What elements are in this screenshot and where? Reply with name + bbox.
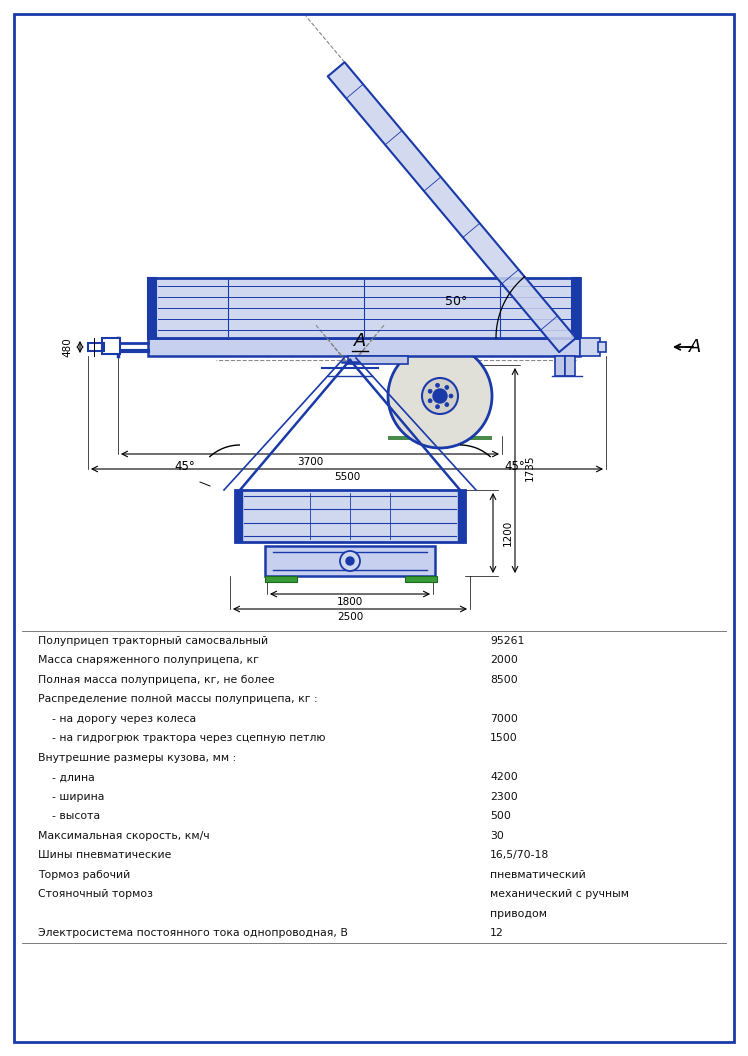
Text: приводом: приводом xyxy=(490,909,547,919)
Bar xyxy=(405,576,437,582)
Text: Шины пневматические: Шины пневматические xyxy=(38,850,171,861)
Bar xyxy=(565,356,575,376)
Text: 45°: 45° xyxy=(505,460,525,473)
Circle shape xyxy=(428,399,432,402)
Bar xyxy=(148,278,580,338)
Bar xyxy=(348,356,408,364)
Circle shape xyxy=(435,383,440,388)
Text: 1800: 1800 xyxy=(337,597,363,607)
Text: 50°: 50° xyxy=(445,295,468,308)
Circle shape xyxy=(445,385,449,390)
Text: механический с ручным: механический с ручным xyxy=(490,889,629,900)
Bar xyxy=(148,338,580,356)
Text: 3700: 3700 xyxy=(297,457,323,467)
Bar xyxy=(148,278,156,338)
Circle shape xyxy=(449,394,453,398)
Circle shape xyxy=(445,402,449,407)
Circle shape xyxy=(435,404,440,409)
Text: Стояночный тормоз: Стояночный тормоз xyxy=(38,889,153,900)
Text: 2300: 2300 xyxy=(490,792,518,802)
Text: 5500: 5500 xyxy=(334,472,360,482)
Text: пневматический: пневматический xyxy=(490,870,586,880)
Text: 1200: 1200 xyxy=(503,520,513,546)
Circle shape xyxy=(428,390,432,393)
Text: Распределение полной массы полуприцепа, кг :: Распределение полной массы полуприцепа, … xyxy=(38,694,318,704)
Text: 4200: 4200 xyxy=(490,772,518,782)
Bar xyxy=(572,278,580,338)
Text: Внутрешние размеры кузова, мм :: Внутрешние размеры кузова, мм : xyxy=(38,753,236,762)
Bar xyxy=(88,343,104,351)
Text: Тормоз рабочий: Тормоз рабочий xyxy=(38,870,130,880)
Text: 45°: 45° xyxy=(174,460,195,473)
Text: 2500: 2500 xyxy=(337,612,363,622)
Bar xyxy=(458,490,465,542)
Text: A: A xyxy=(354,332,367,350)
Text: 1735: 1735 xyxy=(525,455,535,482)
Bar xyxy=(598,342,606,352)
Text: 95261: 95261 xyxy=(490,636,524,646)
Text: 2000: 2000 xyxy=(490,656,518,665)
Text: 480: 480 xyxy=(62,337,72,357)
Text: A: A xyxy=(689,338,701,356)
Bar xyxy=(388,436,492,440)
Text: - на гидрогрюк трактора через сцепную петлю: - на гидрогрюк трактора через сцепную пе… xyxy=(52,733,325,743)
Text: 8500: 8500 xyxy=(490,675,518,684)
Text: Масса снаряженного полуприцепа, кг: Масса снаряженного полуприцепа, кг xyxy=(38,656,259,665)
Circle shape xyxy=(346,557,354,565)
Bar xyxy=(265,546,435,576)
Text: - на дорогу через колеса: - на дорогу через колеса xyxy=(52,714,196,723)
Text: 16,5/70-18: 16,5/70-18 xyxy=(490,850,549,861)
Circle shape xyxy=(433,389,447,403)
Text: Электросистема постоянного тока однопроводная, В: Электросистема постоянного тока однопров… xyxy=(38,928,348,938)
Circle shape xyxy=(340,551,360,571)
Bar xyxy=(102,338,120,354)
Text: 500: 500 xyxy=(490,811,511,822)
Polygon shape xyxy=(328,62,576,352)
Circle shape xyxy=(422,378,458,414)
Circle shape xyxy=(388,344,492,448)
Bar xyxy=(555,356,565,376)
Text: Полуприцеп тракторный самосвальный: Полуприцеп тракторный самосвальный xyxy=(38,636,268,646)
Text: Максимальная скорость, км/ч: Максимальная скорость, км/ч xyxy=(38,831,209,841)
Bar xyxy=(235,490,242,542)
Bar xyxy=(580,338,600,356)
Text: 1500: 1500 xyxy=(490,733,518,743)
Text: 7000: 7000 xyxy=(490,714,518,723)
Text: 12: 12 xyxy=(490,928,503,938)
Text: - высота: - высота xyxy=(52,811,100,822)
Bar xyxy=(265,576,297,582)
Text: - ширина: - ширина xyxy=(52,792,105,802)
Text: - длина: - длина xyxy=(52,772,95,782)
Text: Полная масса полуприцепа, кг, не более: Полная масса полуприцепа, кг, не более xyxy=(38,675,275,684)
Text: 30: 30 xyxy=(490,831,504,841)
Bar xyxy=(235,490,465,542)
